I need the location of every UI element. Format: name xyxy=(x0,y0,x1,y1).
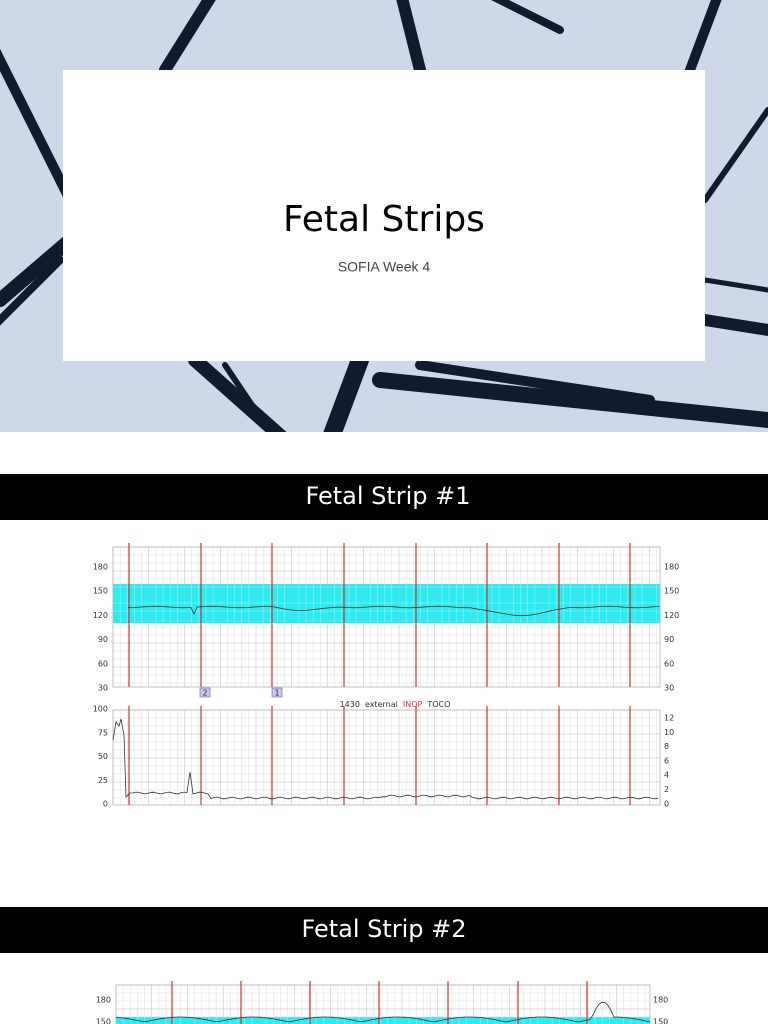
axis-label: 180 xyxy=(93,563,108,572)
event-marker xyxy=(199,687,211,698)
axis-label: 100 xyxy=(93,705,108,714)
axis-label: 150 xyxy=(93,587,108,596)
event-marker xyxy=(271,687,283,698)
event-marker-label: 2 xyxy=(202,689,207,698)
axis-label: 50 xyxy=(98,752,108,761)
axis-label: 8 xyxy=(664,742,669,751)
axis-label: 4 xyxy=(664,771,669,780)
axis-label: 120 xyxy=(93,611,108,620)
title-box xyxy=(63,70,705,361)
axis-label: 2 xyxy=(664,785,669,794)
fetal-strip: 180 150 180 150 xyxy=(96,981,668,1024)
slide-title: Fetal Strip #1 xyxy=(305,482,470,510)
axis-label: 60 xyxy=(664,659,674,668)
axis-label: 12 xyxy=(664,714,674,723)
title-bar xyxy=(0,907,768,953)
slide-title: Fetal Strip #2 xyxy=(301,915,466,943)
strip-slide: Fetal Strip #2 180 150 180 150 xyxy=(0,907,768,1024)
slide-subtitle: SOFIA Week 4 xyxy=(338,259,431,275)
trace xyxy=(112,718,659,800)
axis-label: 150 xyxy=(653,1018,668,1024)
annotation-part: INOP xyxy=(403,700,423,709)
axis-label: 0 xyxy=(103,800,108,809)
annotation-part: 1430 xyxy=(340,700,360,709)
strip-annotation: 1430 external INOP TOCO xyxy=(340,700,451,709)
slide-title: Fetal Strips xyxy=(283,199,485,240)
annotation-part: TOCO xyxy=(426,700,450,709)
axis-label: 60 xyxy=(98,659,108,668)
axis-label: 30 xyxy=(664,684,674,693)
axis-label: 90 xyxy=(98,635,108,644)
title-slide: Fetal Strips SOFIA Week 4 xyxy=(0,0,768,432)
normal-band xyxy=(116,1017,650,1024)
axis-label: 10 xyxy=(664,728,674,737)
axis-label: 150 xyxy=(96,1018,111,1024)
title-bar xyxy=(0,474,768,520)
axis-label: 30 xyxy=(98,684,108,693)
axis-label: 180 xyxy=(96,996,111,1005)
axis-label: 150 xyxy=(664,587,679,596)
trace xyxy=(115,1001,651,1023)
axis-label: 180 xyxy=(653,996,668,1005)
axis-label: 75 xyxy=(98,728,108,737)
annotation-part: external xyxy=(365,700,398,709)
axis-label: 180 xyxy=(664,563,679,572)
axis-label: 6 xyxy=(664,756,669,765)
axis-label: 120 xyxy=(664,611,679,620)
axis-label: 90 xyxy=(664,635,674,644)
axis-label: 25 xyxy=(98,776,108,785)
strip-slide: Fetal Strip #1 1801501209060301801501209… xyxy=(0,474,768,809)
event-marker-label: 1 xyxy=(274,689,279,698)
axis-label: 0 xyxy=(664,799,669,808)
trace xyxy=(127,605,660,617)
normal-band xyxy=(113,584,660,623)
